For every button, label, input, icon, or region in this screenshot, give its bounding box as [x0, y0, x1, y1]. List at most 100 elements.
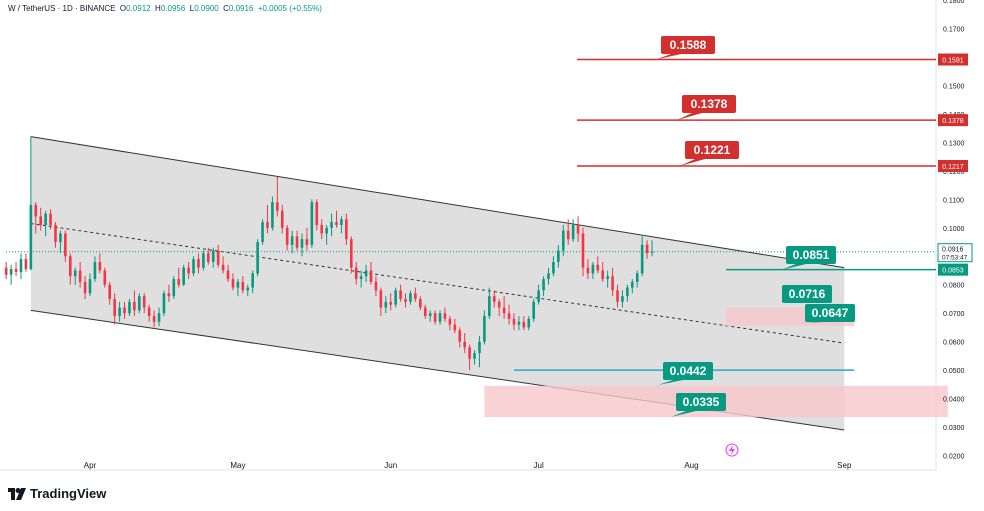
candle-body: [359, 276, 363, 280]
price-tick-label[interactable]: 0.1000: [943, 226, 965, 233]
price-tick-label[interactable]: 0.1700: [943, 26, 965, 33]
candle-body: [256, 242, 259, 274]
candle-body: [606, 276, 609, 280]
price-tag-label[interactable]: 0.0853: [942, 268, 964, 275]
candle: [325, 224, 328, 245]
price-tag-label[interactable]: 0.1217: [942, 164, 964, 171]
candle-body: [399, 290, 402, 299]
tradingview-logo[interactable]: TradingView: [8, 486, 106, 501]
candle-body: [384, 301, 388, 308]
candle: [246, 284, 250, 297]
candle-body: [374, 281, 378, 291]
time-tick-label[interactable]: May: [230, 461, 245, 470]
time-tick-label[interactable]: Jul: [534, 461, 544, 470]
candle: [428, 310, 432, 322]
candle: [483, 310, 486, 345]
resistance-label-box: [661, 36, 715, 54]
candle: [448, 316, 452, 331]
price-tag[interactable]: [938, 114, 968, 127]
price-tick-label[interactable]: 0.0200: [943, 454, 965, 461]
candle: [596, 256, 600, 274]
candle: [463, 333, 466, 354]
candle: [202, 250, 205, 271]
price-tick-label[interactable]: 0.1100: [943, 197, 964, 204]
candle: [236, 279, 240, 297]
close-value: 0.0916: [228, 4, 254, 13]
countdown-value[interactable]: 07:53:47: [942, 255, 968, 262]
open-value: 0.0912: [126, 4, 151, 13]
icon-layer: [725, 443, 739, 457]
candle-body: [532, 301, 535, 319]
candle: [54, 222, 57, 248]
time-tick-label[interactable]: Sep: [837, 461, 852, 470]
candle-body: [147, 307, 151, 317]
candle: [4, 261, 8, 280]
price-tick-label[interactable]: 0.1200: [943, 169, 965, 176]
candle: [473, 350, 476, 365]
candle-body: [438, 313, 442, 322]
price-tick-label[interactable]: 0.0300: [943, 425, 965, 432]
candle: [601, 261, 605, 282]
price-tick-label[interactable]: 0.0600: [943, 340, 965, 347]
drawings-layer: [6, 58, 948, 431]
candle-body: [645, 244, 649, 254]
resistance-label-pointer: [656, 54, 681, 60]
price-axis[interactable]: 0.18000.17000.16000.15000.14000.13000.12…: [937, 0, 973, 461]
candle: [123, 301, 126, 319]
lightning-icon[interactable]: [725, 443, 739, 457]
last-price-value[interactable]: 0.0916: [942, 247, 964, 254]
price-tick-label[interactable]: 0.1800: [943, 0, 965, 5]
candle: [78, 261, 82, 288]
candle: [64, 230, 67, 262]
symbol-title[interactable]: W / TetherUS · 1D · BINANCE: [8, 4, 116, 13]
candle: [14, 261, 18, 277]
candle: [300, 233, 304, 257]
candle: [566, 219, 570, 245]
price-tag[interactable]: [938, 53, 968, 66]
candle: [532, 298, 535, 322]
price-tick-label[interactable]: 0.0400: [943, 397, 965, 404]
candle-body: [631, 281, 634, 288]
last-price-tag[interactable]: [937, 243, 973, 263]
price-tick-label[interactable]: 0.0700: [943, 311, 965, 318]
support-label-pointer: [658, 380, 683, 385]
candle-body: [157, 313, 161, 322]
candle: [152, 310, 156, 328]
candle: [29, 136, 33, 271]
price-tag-label[interactable]: 0.1591: [942, 58, 964, 65]
support-label: 0.0716: [782, 285, 832, 303]
candle: [369, 261, 373, 285]
time-axis[interactable]: Apr May Jun Jul Aug Sep: [84, 461, 852, 470]
candle-body: [197, 259, 200, 268]
candle-body: [492, 296, 496, 302]
support-label-text: 0.0851: [793, 248, 830, 262]
price-tick-label[interactable]: 0.1500: [943, 83, 965, 90]
candle: [187, 261, 190, 280]
candle-body: [640, 244, 644, 274]
candle-body: [354, 267, 358, 280]
price-tag-label[interactable]: 0.1378: [942, 118, 964, 125]
candle: [349, 236, 353, 274]
candle-body: [542, 279, 545, 291]
time-tick-label[interactable]: Aug: [684, 461, 698, 470]
price-tag[interactable]: [938, 263, 968, 276]
price-tick-label[interactable]: 0.1300: [943, 140, 965, 147]
candle-body: [59, 233, 62, 243]
candle-body: [9, 269, 13, 275]
candle-body: [557, 250, 560, 262]
time-tick-label[interactable]: Apr: [84, 461, 97, 470]
time-tick-label[interactable]: Jun: [384, 461, 397, 470]
candle-body: [305, 239, 309, 245]
candle: [635, 270, 639, 288]
candle-body: [463, 341, 466, 348]
candle: [478, 335, 481, 368]
price-tick-label[interactable]: 0.0500: [943, 368, 965, 375]
price-tick-label[interactable]: 0.0800: [943, 283, 965, 290]
candle: [261, 219, 264, 245]
candle-body: [118, 307, 121, 317]
price-tag[interactable]: [938, 160, 968, 173]
candle-body: [138, 296, 141, 311]
support-label: 0.0442: [658, 362, 713, 385]
candle: [88, 273, 92, 297]
